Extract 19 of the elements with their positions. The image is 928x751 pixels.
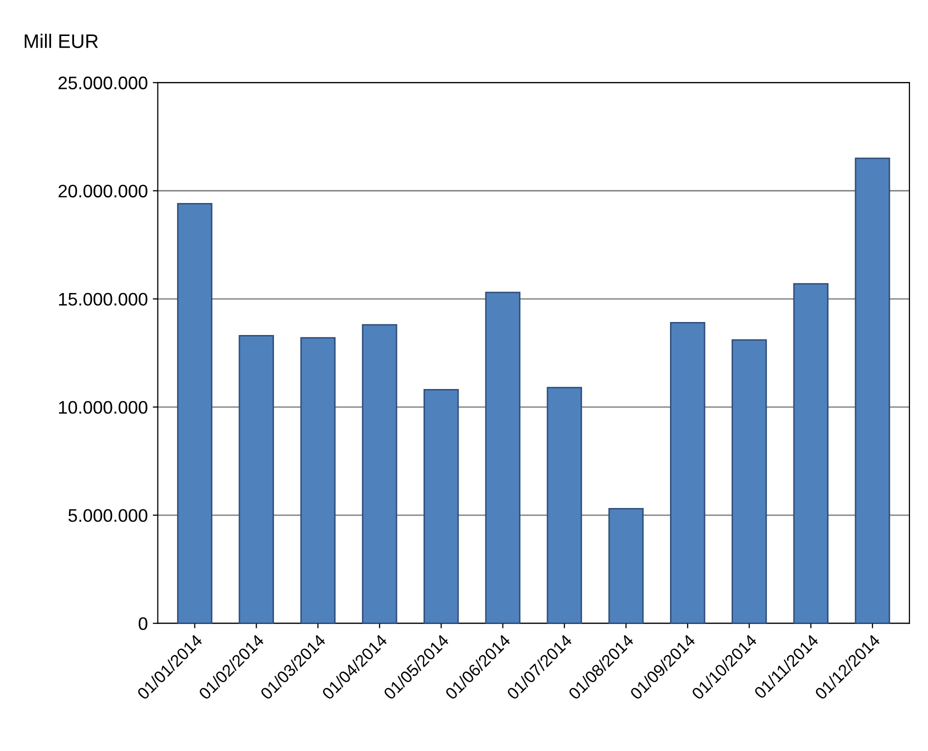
- bar: [177, 203, 212, 624]
- y-tick-label: 5.000.000: [68, 509, 148, 522]
- bar: [362, 324, 398, 624]
- y-axis-title: Mill EUR: [24, 34, 98, 48]
- bar: [793, 283, 828, 624]
- y-tick-label: 10.000.000: [59, 400, 148, 414]
- bar: [485, 292, 520, 624]
- y-tick-label: 25.000.000: [58, 76, 148, 90]
- bar: [546, 386, 582, 624]
- y-tick-label: 20.000.000: [58, 184, 148, 198]
- y-tick-label: 0: [138, 617, 148, 630]
- bar: [238, 334, 274, 624]
- y-tick-label: 15.000.000: [59, 292, 148, 306]
- bar: [300, 337, 336, 624]
- bar: [608, 508, 644, 624]
- bar: [670, 322, 706, 624]
- bar: [424, 389, 459, 624]
- bar: [854, 158, 890, 624]
- bar: [732, 339, 767, 624]
